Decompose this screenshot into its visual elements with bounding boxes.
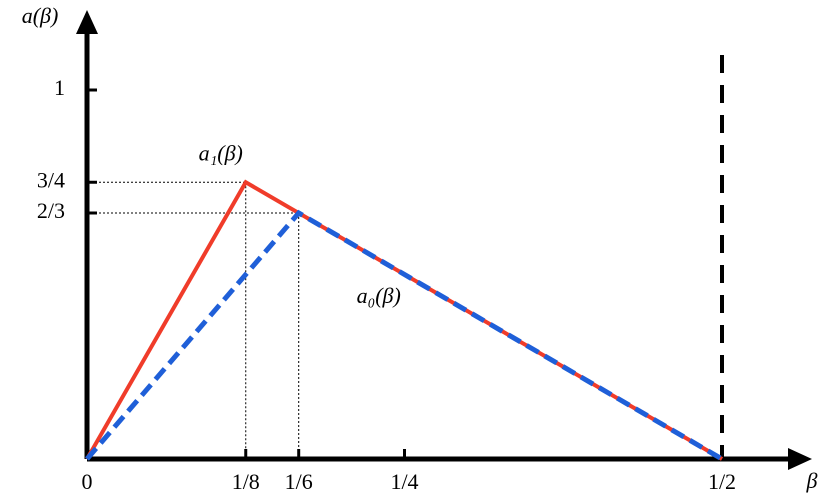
series-label: a₁(β) — [199, 140, 243, 165]
y-axis-label: a(β) — [22, 3, 59, 28]
x-tick-label: 0 — [82, 469, 93, 494]
x-tick-label: 1/8 — [232, 469, 260, 494]
x-tick-label: 1/2 — [708, 469, 736, 494]
x-tick-label: 1/4 — [390, 469, 418, 494]
y-tick-label: 1 — [54, 75, 65, 100]
x-tick-label: 1/6 — [285, 469, 313, 494]
y-axis-arrow — [76, 10, 98, 34]
y-tick-label: 2/3 — [37, 198, 65, 223]
x-axis-arrow — [788, 448, 812, 470]
series-line — [85, 209, 724, 462]
x-axis-label: β — [806, 468, 818, 493]
y-tick-label: 3/4 — [37, 167, 65, 192]
series-line — [85, 179, 724, 461]
series-label: a₀(β) — [357, 283, 401, 308]
